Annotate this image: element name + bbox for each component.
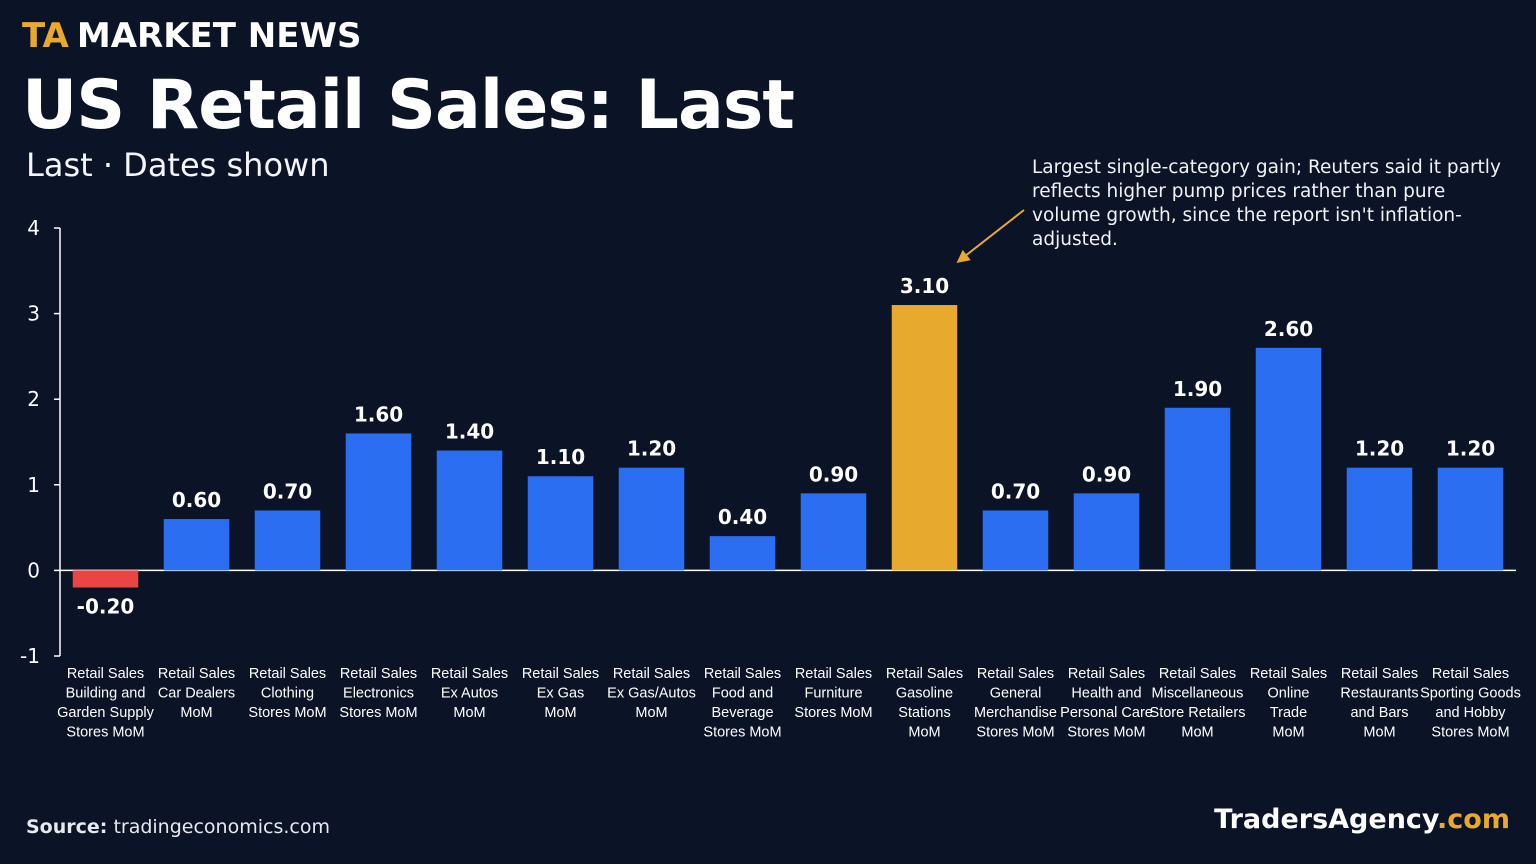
footer-brand: TradersAgency.com — [1214, 804, 1510, 835]
category-label: Retail Sales Ex Gas MoM — [522, 666, 599, 721]
category-label: Retail Sales Furniture Stores MoM — [794, 666, 872, 721]
category-label: Retail Sales Ex Autos MoM — [431, 666, 508, 721]
source-label: Source: — [26, 816, 108, 838]
brand-ta: TA — [22, 16, 69, 56]
category-label: Retail Sales Car Dealers MoM — [158, 666, 235, 721]
brand-logo: TA MARKET NEWS — [22, 16, 361, 56]
data-label: 1.20 — [1446, 437, 1495, 461]
bar — [1164, 407, 1231, 571]
bar — [345, 433, 412, 571]
bar — [72, 570, 139, 588]
category-label: Retail Sales Electronics Stores MoM — [339, 666, 417, 721]
data-label: 1.90 — [1173, 377, 1222, 401]
source-note: Source: tradingeconomics.com — [26, 816, 330, 838]
bar — [1346, 467, 1413, 571]
category-label: Retail Sales Health and Personal Care Store… — [1060, 666, 1153, 741]
value-labels: -0.20 0.60 0.70 1.60 1.40 1.10 1.20 0.40 0.90 3.1… — [77, 274, 1496, 618]
source-text: tradingeconomics.com — [113, 816, 330, 838]
bar — [163, 519, 230, 571]
data-label: 3.10 — [900, 274, 949, 298]
bar — [618, 467, 685, 571]
data-label: 0.90 — [809, 462, 858, 486]
data-label: 0.40 — [718, 505, 767, 529]
y-tick-label: -1 — [20, 644, 40, 668]
arrow-shaft — [961, 209, 1025, 259]
chart-subtitle: Last · Dates shown — [26, 146, 330, 184]
bar — [1255, 347, 1322, 571]
footer-brand-name: TradersAgency — [1214, 804, 1438, 835]
category-label: Retail Sales Online Trade MoM — [1250, 666, 1327, 741]
bars — [72, 305, 1504, 588]
bar — [709, 536, 776, 571]
category-label: Retail Sales Miscellaneous Store Retailers… — [1150, 666, 1246, 741]
y-tick-label: 2 — [27, 387, 40, 411]
data-label: 1.60 — [354, 402, 403, 426]
data-label: 0.90 — [1082, 462, 1131, 486]
bar — [891, 305, 958, 571]
footer-brand-suffix: .com — [1437, 804, 1510, 835]
category-label: Retail Sales Clothing Stores MoM — [248, 666, 326, 721]
bar — [800, 493, 867, 571]
annotation-text: Largest single-category gain; Reuters sa… — [1032, 157, 1501, 250]
y-tick-label: 1 — [27, 473, 40, 497]
category-label: Retail Sales Ex Gas/Autos MoM — [607, 666, 696, 721]
category-label: Retail Sales Gasoline Stations MoM — [886, 666, 963, 741]
y-tick-label: 0 — [27, 558, 40, 582]
category-label: Retail Sales Restaurants and Bars MoM — [1340, 666, 1418, 741]
data-label: 2.60 — [1264, 317, 1313, 341]
annotation-arrow — [956, 209, 1025, 264]
bar — [982, 510, 1049, 571]
category-labels: Retail Sales Building and Garden Supply Sto… — [57, 666, 1521, 741]
data-label: 1.40 — [445, 420, 494, 444]
category-label: Retail Sales Building and Garden Supply Sto… — [57, 666, 154, 741]
bar — [1437, 467, 1504, 571]
data-label: 0.70 — [991, 479, 1040, 503]
arrow-head — [956, 249, 971, 264]
y-tick-label: 4 — [27, 216, 40, 240]
data-label: 1.20 — [627, 437, 676, 461]
category-label: Retail Sales General Merchandise Stores MoM — [974, 666, 1057, 741]
data-label: 0.60 — [172, 488, 221, 512]
y-tick-label: 3 — [27, 302, 40, 326]
brand-name: MARKET NEWS — [76, 16, 362, 56]
data-label: -0.20 — [77, 595, 135, 619]
bar — [254, 510, 321, 571]
data-label: 1.20 — [1355, 437, 1404, 461]
data-label: 1.10 — [536, 445, 585, 469]
data-label: 0.70 — [263, 479, 312, 503]
bar — [1073, 493, 1140, 571]
category-label: Retail Sales Food and Beverage Stores MoM — [703, 666, 781, 741]
bar — [527, 476, 594, 571]
category-label: Retail Sales Sporting Goods and Hobby Store… — [1420, 666, 1521, 741]
chart-title: US Retail Sales: Last — [22, 66, 795, 145]
bar — [436, 450, 503, 571]
